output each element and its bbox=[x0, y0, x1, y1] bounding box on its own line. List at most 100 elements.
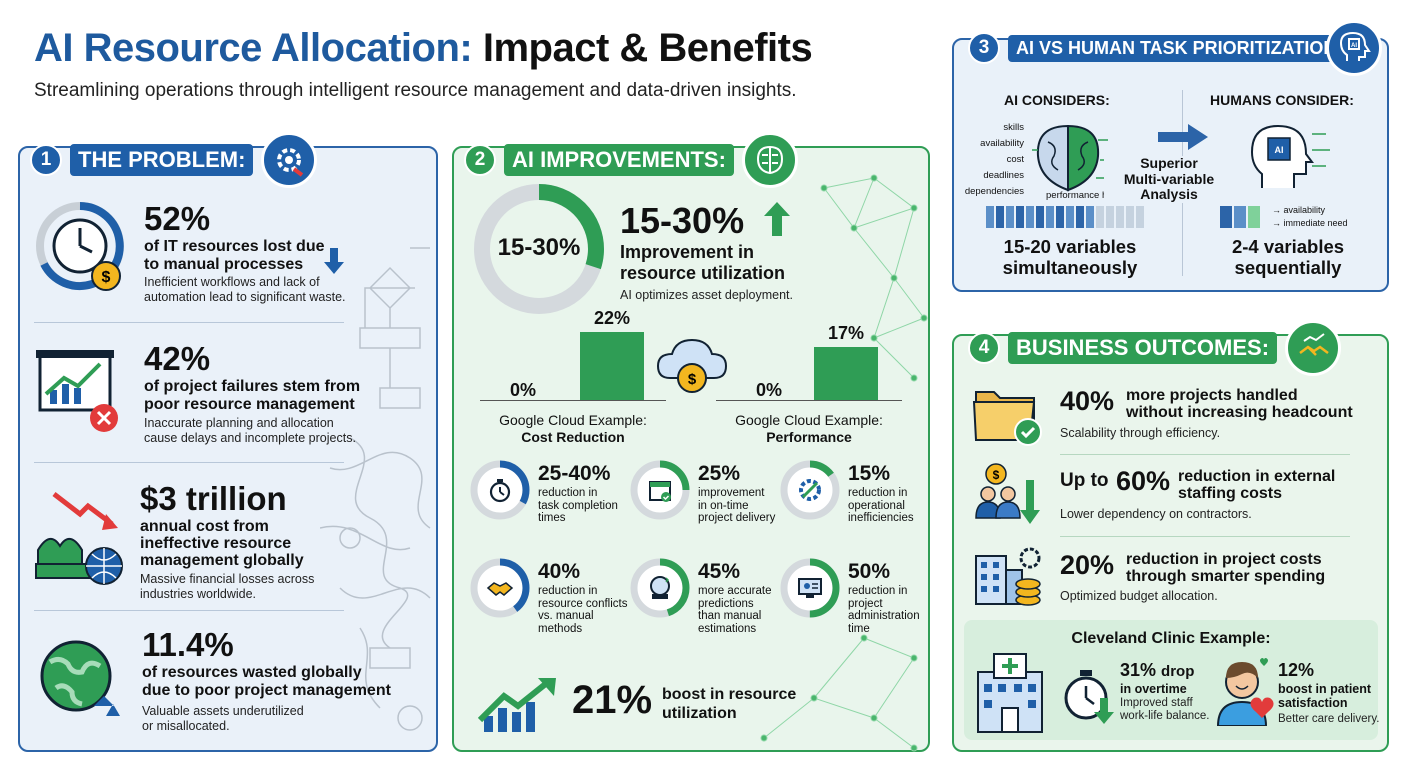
line-2: utilization bbox=[662, 705, 737, 722]
stat-value: 31% bbox=[1120, 660, 1157, 680]
variable-segment bbox=[1220, 206, 1232, 228]
desc-1: Inaccurate planning and allocation bbox=[144, 416, 334, 430]
outcome-desc: Lower dependency on contractors. bbox=[1060, 507, 1252, 521]
problem-line: of project failures stem from poor resour… bbox=[144, 378, 360, 414]
section-number: 3 bbox=[968, 32, 1000, 64]
page-title: AI Resource Allocation: Impact & Benefit… bbox=[34, 26, 813, 71]
metric-desc: improvement in on-time project delivery bbox=[698, 487, 775, 525]
gear-wrench-icon bbox=[261, 132, 318, 188]
metric-stat: 25% bbox=[698, 462, 741, 485]
gear-icon bbox=[799, 479, 821, 501]
variable-segment bbox=[1086, 206, 1094, 228]
brain-circuit-icon bbox=[741, 132, 798, 188]
metric-ring bbox=[780, 460, 840, 520]
desc-line: reduction in bbox=[848, 487, 908, 499]
variable-segment bbox=[1066, 206, 1074, 228]
globe-recycle-icon bbox=[40, 640, 120, 716]
line-1: annual cost from bbox=[140, 518, 269, 535]
network-decoration bbox=[820, 174, 928, 382]
desc-line: predictions bbox=[698, 597, 754, 610]
staff-reduction-icon: $ bbox=[975, 463, 1040, 524]
divider bbox=[34, 610, 344, 611]
handshake-growth-icon bbox=[1285, 320, 1342, 376]
example-title: Cleveland Clinic Example: bbox=[1071, 630, 1271, 647]
ring-label: 15-30% bbox=[497, 234, 581, 261]
admin-screen-icon bbox=[798, 578, 822, 598]
headline-desc: AI optimizes asset deployment. bbox=[620, 288, 793, 302]
desc-line: project delivery bbox=[698, 512, 776, 524]
outcome-desc: Scalability through efficiency. bbox=[1060, 426, 1221, 440]
page-subtitle: Streamlining operations through intellig… bbox=[34, 80, 797, 101]
line-2: to manual processes bbox=[144, 256, 304, 273]
line-2: satisfaction bbox=[1278, 696, 1348, 710]
title-part-a: AI Resource Allocation: bbox=[34, 26, 473, 70]
desc-2: or misallocated. bbox=[142, 719, 230, 733]
metric-ring bbox=[470, 460, 530, 520]
desc-2: industries worldwide. bbox=[140, 587, 257, 601]
metric-stat: 15% bbox=[848, 462, 891, 485]
problem-line: of resources wasted globally due to poor … bbox=[142, 664, 391, 700]
svg-text:AI: AI bbox=[1275, 145, 1284, 155]
desc-line: in on-time bbox=[698, 499, 749, 512]
chart-2-caption: Google Cloud Example: Performance bbox=[716, 412, 902, 446]
metric-desc: reduction in task completion times bbox=[538, 487, 618, 525]
line-2: through smarter spending bbox=[1126, 568, 1326, 585]
outcomes-header: 4 BUSINESS OUTCOMES: bbox=[968, 320, 1342, 376]
human-factor-label: availability bbox=[1283, 205, 1326, 215]
ai-factor: performance history bbox=[1046, 190, 1130, 201]
line-2: Multi-variable bbox=[1123, 170, 1215, 187]
ring-progress bbox=[474, 184, 604, 314]
variable-segment bbox=[1076, 206, 1084, 228]
desc-line: than manual bbox=[698, 610, 762, 622]
prioritization-header: 3 AI VS HUMAN TASK PRIORITIZATION: bbox=[968, 32, 1351, 64]
desc-2: work-life balance. bbox=[1120, 710, 1210, 722]
human-factor-list: → availability → immediate need bbox=[1272, 204, 1348, 230]
chart-1-value-label: 22% bbox=[593, 308, 631, 328]
human-head-chip-icon: AI bbox=[1250, 124, 1330, 188]
variable-segment bbox=[1036, 206, 1044, 228]
metric-ring bbox=[470, 558, 530, 618]
brain-icon bbox=[1032, 124, 1108, 192]
problem-header: 1 THE PROBLEM: bbox=[30, 132, 318, 188]
human-factor: → immediate need bbox=[1272, 218, 1348, 228]
problem-stat: $3 trillion bbox=[140, 480, 287, 517]
outcome-prefix: Up to bbox=[1060, 470, 1109, 491]
outcome-stat: 60% bbox=[1116, 466, 1171, 496]
desc-line: resource conflicts bbox=[538, 597, 628, 610]
svg-text:AI: AI bbox=[1351, 43, 1357, 49]
outcomes-panel: 4 BUSINESS OUTCOMES: 40% more projects h… bbox=[952, 320, 1389, 752]
outcome-stat: 40% bbox=[1060, 386, 1115, 416]
headline-lines: Improvement in resource utilization bbox=[620, 242, 785, 284]
line-1: reduction in external bbox=[1178, 468, 1336, 485]
metric-desc: more accurate predictions than manual estim… bbox=[698, 585, 772, 635]
line-1: 15-20 variables bbox=[1003, 236, 1137, 257]
desc-line: estimations bbox=[698, 622, 757, 635]
desc-2: cause delays and incomplete projects. bbox=[144, 431, 356, 445]
line-1: of resources wasted globally bbox=[142, 664, 362, 681]
variable-segment bbox=[996, 206, 1004, 228]
svg-text:$: $ bbox=[102, 269, 111, 286]
metric-ring bbox=[630, 558, 690, 618]
desc-line: reduction in bbox=[538, 585, 598, 597]
chart-2-value-label: 0% bbox=[756, 380, 783, 400]
variable-segment bbox=[1096, 206, 1104, 228]
variable-segment bbox=[1106, 206, 1114, 228]
human-variables-bar bbox=[1220, 206, 1260, 228]
improvements-header: 2 AI IMPROVEMENTS: bbox=[464, 132, 798, 188]
example-box: Cleveland Clinic Example: 31% drop in ov… bbox=[964, 620, 1379, 740]
analysis-label: Superior Multi-variable Analysis bbox=[1104, 155, 1234, 203]
handshake-icon bbox=[486, 582, 514, 596]
network-decoration bbox=[760, 634, 918, 752]
divider bbox=[34, 322, 344, 323]
caption-2: Performance bbox=[766, 429, 852, 445]
human-variables-label: 2-4 variables sequentially bbox=[1190, 236, 1386, 278]
line-3: management globally bbox=[140, 552, 304, 569]
arrow-right-icon bbox=[1158, 124, 1208, 150]
line-2: resource utilization bbox=[620, 263, 786, 283]
variable-segment bbox=[1016, 206, 1024, 228]
desc-line: administration bbox=[848, 610, 920, 622]
desc-line: improvement bbox=[698, 487, 765, 499]
line-2: due to poor project management bbox=[142, 682, 391, 699]
ai-factor: skills bbox=[1003, 122, 1024, 133]
variable-segment bbox=[1046, 206, 1054, 228]
